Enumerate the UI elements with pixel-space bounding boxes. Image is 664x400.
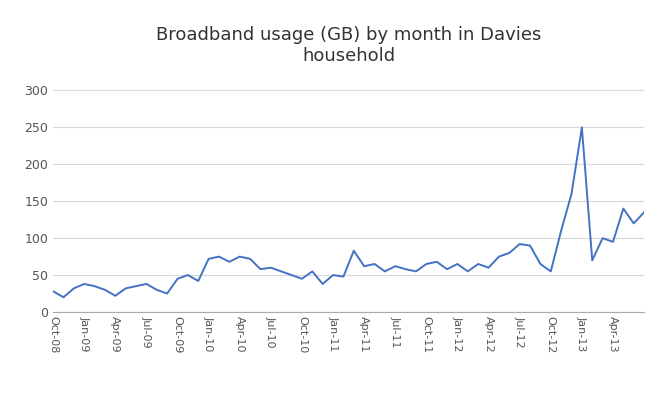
Title: Broadband usage (GB) by month in Davies
household: Broadband usage (GB) by month in Davies … [156, 26, 541, 65]
